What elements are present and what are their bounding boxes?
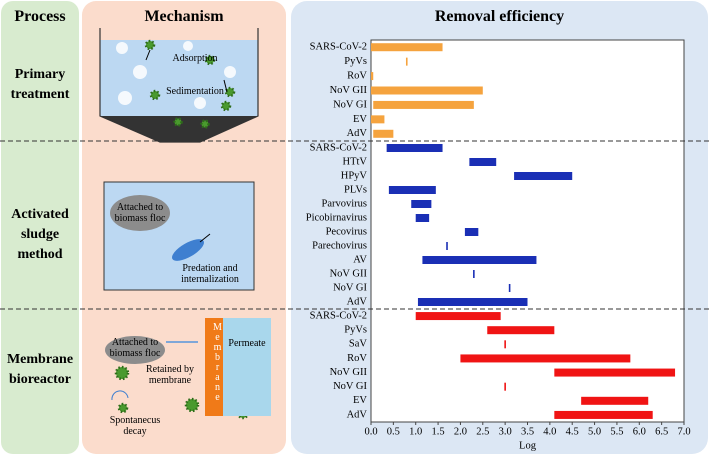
category-label: Picobirnavirus bbox=[306, 212, 367, 223]
label: Adsorption bbox=[172, 53, 218, 64]
category-label: EV bbox=[353, 114, 367, 125]
x-tick-label: 0.0 bbox=[364, 426, 377, 437]
range-bar bbox=[371, 43, 443, 52]
label: Attached to biomass floc bbox=[114, 202, 166, 224]
category-label: PLVs bbox=[344, 184, 367, 195]
x-tick-label: 1.0 bbox=[409, 426, 422, 437]
category-label: SaV bbox=[349, 339, 368, 350]
x-tick-label: 7.0 bbox=[677, 426, 690, 437]
range-bar bbox=[554, 368, 676, 377]
category-label: AdV bbox=[347, 409, 368, 420]
category-label: EV bbox=[353, 395, 367, 406]
category-label: HTtV bbox=[343, 156, 368, 167]
header: Removal efficiency bbox=[434, 8, 565, 25]
category-label: NoV GII bbox=[330, 85, 368, 96]
x-tick-label: 2.5 bbox=[476, 426, 489, 437]
range-bar bbox=[554, 410, 653, 419]
category-label: AdV bbox=[347, 296, 368, 307]
x-axis-label: Log bbox=[519, 440, 537, 451]
header: Mechanism bbox=[144, 8, 224, 25]
range-bar bbox=[581, 396, 649, 405]
range-bar bbox=[487, 326, 555, 335]
category-label: SARS-CoV-2 bbox=[310, 310, 367, 321]
category-label: SARS-CoV-2 bbox=[310, 142, 367, 153]
category-label: SARS-CoV-2 bbox=[310, 42, 367, 53]
x-tick-label: 2.0 bbox=[454, 426, 467, 437]
range-bar bbox=[464, 228, 479, 236]
label: Membrane bbox=[212, 322, 223, 402]
plot-area bbox=[370, 39, 685, 423]
range-bar bbox=[373, 100, 474, 109]
range-bar bbox=[373, 129, 394, 138]
permeate-zone bbox=[223, 318, 271, 416]
category-label: NoV GII bbox=[330, 268, 368, 279]
floc bbox=[110, 195, 170, 231]
x-tick-label: 6.5 bbox=[655, 426, 668, 437]
x-tick-label: 6.0 bbox=[633, 426, 646, 437]
sludge bbox=[100, 116, 258, 142]
floc bbox=[105, 336, 165, 364]
range-bar bbox=[417, 298, 528, 306]
category-label: NoV GI bbox=[333, 381, 367, 392]
x-tick-label: 3.5 bbox=[521, 426, 534, 437]
range-tick bbox=[405, 57, 408, 66]
category-label: RoV bbox=[347, 353, 367, 364]
category-label: PyVs bbox=[344, 56, 367, 67]
range-tick bbox=[508, 284, 511, 292]
x-tick-label: 4.5 bbox=[566, 426, 579, 437]
header: Process bbox=[14, 8, 66, 25]
range-bar bbox=[388, 186, 436, 194]
process-panel bbox=[1, 1, 79, 454]
x-tick-label: 3.0 bbox=[499, 426, 512, 437]
x-tick-label: 4.0 bbox=[543, 426, 556, 437]
category-label: AV bbox=[353, 254, 367, 265]
label: Permeate bbox=[228, 338, 266, 349]
process-label: Membrane bioreactor bbox=[6, 352, 74, 387]
particles bbox=[116, 41, 236, 109]
category-label: NoV GI bbox=[333, 282, 367, 293]
range-bar bbox=[415, 312, 501, 321]
range-tick bbox=[504, 382, 506, 391]
category-label: RoV bbox=[347, 70, 367, 81]
label: Attached to biomass floc bbox=[109, 337, 161, 359]
category-label: NoV GII bbox=[330, 367, 368, 378]
category-label: Parechovirus bbox=[312, 240, 367, 251]
category-label: AdV bbox=[347, 128, 368, 139]
range-bar bbox=[514, 172, 573, 180]
x-tick-label: 0.5 bbox=[387, 426, 400, 437]
category-label: NoV GI bbox=[333, 99, 367, 110]
decay-arrow bbox=[111, 390, 129, 401]
range-bar bbox=[371, 72, 374, 81]
membrane bbox=[205, 318, 223, 416]
label: Sedimentation bbox=[166, 86, 224, 97]
arrows bbox=[145, 49, 228, 93]
tank bbox=[99, 28, 259, 143]
category-label: Parvovirus bbox=[322, 198, 368, 209]
process-label: Activated sludge method bbox=[11, 207, 69, 262]
x-tick-label: 5.0 bbox=[588, 426, 601, 437]
range-bar bbox=[422, 256, 537, 264]
label: Spontanecus decay bbox=[109, 415, 161, 437]
category-label: PyVs bbox=[344, 325, 367, 336]
range-tick bbox=[446, 242, 448, 250]
process-label: Primary treatment bbox=[10, 67, 70, 102]
x-tick-label: 5.5 bbox=[610, 426, 623, 437]
range-bar bbox=[415, 214, 430, 222]
range-tick bbox=[504, 340, 506, 349]
range-bar bbox=[371, 115, 385, 124]
range-bar bbox=[411, 200, 432, 208]
category-label: HPyV bbox=[341, 170, 368, 181]
range-bar bbox=[460, 354, 631, 363]
bacterium bbox=[172, 239, 204, 261]
x-tick-label: 1.5 bbox=[432, 426, 445, 437]
label: Retained by membrane bbox=[145, 364, 195, 386]
range-bar bbox=[371, 86, 483, 95]
category-label: Pecovirus bbox=[326, 226, 367, 237]
range-bar bbox=[386, 144, 443, 152]
range-tick bbox=[473, 270, 475, 278]
label: Predation and internalization bbox=[181, 263, 239, 285]
range-bar bbox=[469, 158, 497, 166]
